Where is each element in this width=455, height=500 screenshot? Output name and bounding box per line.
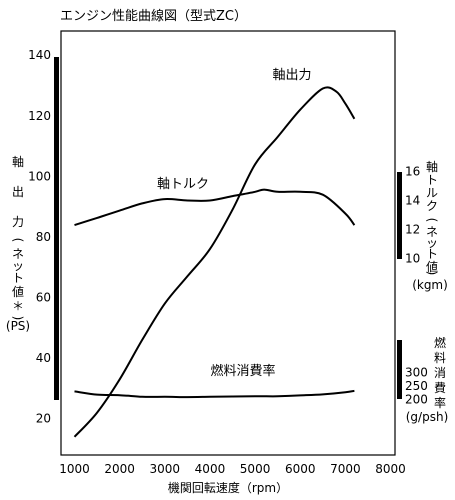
series-label-fuel: 燃料消費率 [210,363,275,379]
left-tick-label: 100 [28,169,51,183]
left-axis-label-char: 力 [12,215,24,229]
fuel-axis-label-char: 費 [434,380,446,395]
fuel-tick-label: 300 [405,366,428,380]
torque-curve [74,188,356,227]
left-axis-label: 軸 出 力 ( ネ ッ ト 値 ＊ ) (PS) [6,155,30,333]
left-axis-label-char: ( [11,238,25,243]
torque-axis-label: 軸 ト ル ク ( ネ ッ ト 値 ) (kgm) [412,160,448,292]
torque-axis-label-char: ト [426,247,438,261]
fuel-consumption-curve [74,389,355,399]
fuel-axis-label-char: 率 [434,395,446,410]
left-tick-label: 140 [28,48,51,62]
torque-axis-label-char: ッ [426,236,438,250]
left-axis-label-char: ) [11,316,25,321]
torque-axis-label-char: ) [425,271,439,276]
torque-axis-label-char: ル [426,186,438,200]
left-axis-label-char: ＊ [12,299,24,313]
left-tick-label: 20 [36,412,51,426]
x-tick-label: 8000 [375,462,406,476]
left-tick-label: 80 [36,230,51,244]
torque-axis-label-char: ネ [426,225,438,239]
x-tick-label: 4000 [195,462,226,476]
left-axis-label-char: ト [12,271,24,285]
tick-labels: 1000 2000 3000 4000 5000 6000 7000 8000 20 40 60 80… [28,48,428,476]
power-curve [73,86,356,438]
left-tick-label: 60 [36,291,51,305]
x-axis-label: 機関回転速度（rpm） [168,480,288,495]
left-axis-label-char: ッ [12,259,24,273]
left-tick-label: 40 [36,351,51,365]
x-tick-label: 1000 [59,462,90,476]
left-tick-label: 120 [28,109,51,123]
fuel-axis-unit: (g/psh) [406,410,449,424]
torque-tick-label: 16 [405,165,420,179]
fuel-tick-label: 250 [405,379,428,393]
curves [73,86,356,438]
torque-axis-unit: (kgm) [412,278,448,292]
torque-tick-label: 12 [405,223,420,237]
torque-tick-label: 14 [405,194,420,208]
left-axis-label-char: 出 [12,185,24,199]
left-axis-unit: (PS) [6,319,30,333]
fuel-axis-label-char: 料 [434,351,446,365]
torque-axis-label-char: 値 [426,259,438,274]
x-tick-label: 3000 [150,462,181,476]
torque-axis-label-char: ク [426,199,438,213]
left-axis-label-char: 軸 [12,155,24,169]
chart-title: エンジン性能曲線図（型式ZC） [60,8,247,24]
plot-frame [60,30,396,456]
x-tick-label: 7000 [330,462,361,476]
fuel-axis-label-char: 消 [434,366,446,380]
x-tick-label: 5000 [240,462,271,476]
fuel-axis-label: 燃 料 消 費 率 (g/psh) [406,335,449,424]
torque-axis-scale-bar [397,172,402,259]
x-tick-label: 6000 [285,462,316,476]
series-label-power: 軸出力 [272,68,311,83]
fuel-axis-scale-bar [397,340,402,399]
torque-axis-label-char: ト [426,173,438,187]
left-axis-label-char: 値 [12,284,24,299]
torque-tick-label: 10 [405,252,420,266]
torque-axis-label-char: 軸 [426,160,438,174]
torque-axis-label-char: ( [425,218,439,223]
left-axis-label-char: ネ [12,247,24,261]
left-axis-scale-bar [54,57,59,400]
fuel-tick-label: 200 [405,393,428,407]
fuel-axis-label-char: 燃 [434,335,446,350]
series-label-torque: 軸トルク [157,177,209,192]
x-tick-label: 2000 [104,462,135,476]
